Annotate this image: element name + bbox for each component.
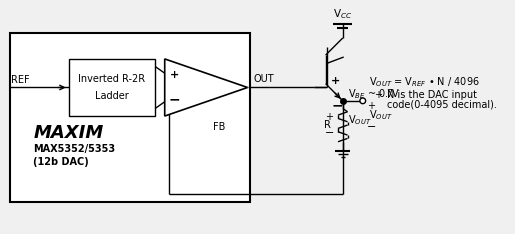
Text: V$_{CC}$: V$_{CC}$ [333, 7, 352, 21]
Text: Inverted R-2R: Inverted R-2R [78, 74, 145, 84]
Text: +: + [374, 90, 382, 100]
Text: OUT: OUT [253, 74, 274, 84]
Text: V$_{OUT}$: V$_{OUT}$ [369, 108, 393, 122]
Text: +: + [169, 70, 179, 80]
Text: REF: REF [11, 75, 30, 85]
Text: V$_{OUT}$: V$_{OUT}$ [348, 113, 371, 127]
Text: MAX5352/5353: MAX5352/5353 [33, 144, 115, 154]
Bar [9, 33, 250, 202]
Text: code(0-4095 decimal).: code(0-4095 decimal). [387, 100, 496, 110]
Text: (12b DAC): (12b DAC) [33, 157, 89, 167]
Text: N is the DAC input: N is the DAC input [387, 90, 476, 100]
Text: −: − [325, 128, 334, 138]
Text: V$_{OUT}$ = V$_{REF}$ • N / 4096: V$_{OUT}$ = V$_{REF}$ • N / 4096 [369, 75, 480, 89]
Circle shape [360, 98, 366, 104]
Text: −: − [367, 122, 376, 132]
Text: Ladder: Ladder [95, 91, 129, 101]
Text: FB: FB [213, 122, 225, 132]
Text: +: + [325, 113, 333, 122]
Text: R: R [324, 120, 331, 130]
Text: +: + [367, 101, 374, 111]
Text: V$_{BE}$ ~ 0.7V: V$_{BE}$ ~ 0.7V [348, 87, 400, 101]
Text: −: − [331, 99, 343, 113]
Text: MAXIM: MAXIM [33, 124, 104, 142]
Bar [68, 59, 155, 116]
Text: +: + [331, 76, 340, 86]
Text: −: − [168, 93, 180, 107]
Polygon shape [165, 59, 248, 116]
